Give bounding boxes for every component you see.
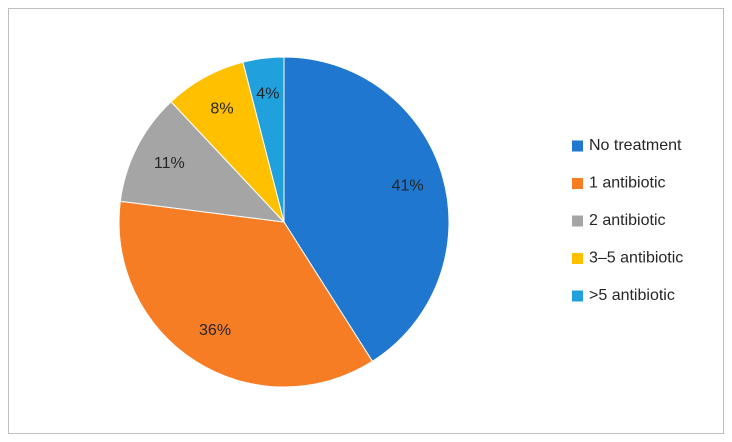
legend-label: >5 antibiotic <box>589 287 675 304</box>
legend-label: No treatment <box>589 137 682 154</box>
pie-slice <box>119 101 286 223</box>
legend-swatch <box>572 290 583 302</box>
pie-slice <box>118 200 374 388</box>
legend-label: 3–5 antibiotic <box>589 250 683 267</box>
data-label: 41% <box>392 177 424 194</box>
legend-swatch <box>572 140 583 152</box>
legend-label: 1 antibiotic <box>589 175 666 192</box>
data-label: 8% <box>210 100 233 117</box>
legend-swatch <box>572 253 583 264</box>
data-label: 4% <box>256 86 279 103</box>
legend-label: 2 antibiotic <box>589 212 666 229</box>
data-label: 36% <box>199 322 231 339</box>
data-label: 11% <box>154 155 185 172</box>
legend-swatch <box>572 178 583 189</box>
pie-slice <box>242 56 285 223</box>
pie-slice <box>283 56 450 363</box>
legend-swatch <box>572 215 583 227</box>
